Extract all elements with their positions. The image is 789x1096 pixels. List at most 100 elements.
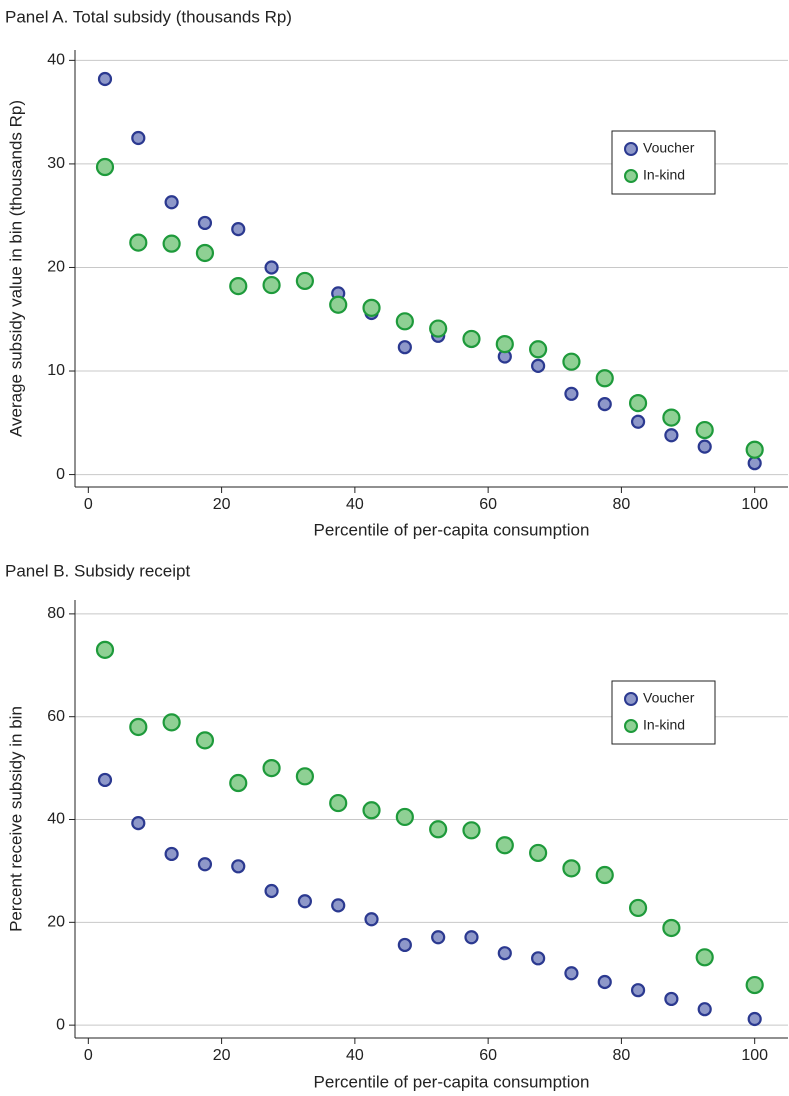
data-point [397,937,412,953]
data-point [628,394,648,413]
data-point [429,319,448,338]
data-point [195,731,215,750]
data-point [695,420,714,440]
data-point [129,233,148,252]
y-axis-label: Percent receive subsidy in bin [6,706,25,932]
data-point [329,793,348,813]
legend-box [611,130,716,195]
data-point [628,898,648,918]
data-point [197,215,213,231]
x-axis-label: Percentile of per-capita consumption [314,520,590,539]
data-point [231,859,246,874]
data-point [364,912,379,927]
data-point [295,271,314,291]
data-point [229,773,248,793]
legend-marker [624,169,638,183]
x-tick-label: 40 [346,1047,364,1064]
data-point [564,966,579,981]
data-point [697,1002,712,1017]
data-point [495,334,514,354]
x-tick-label: 60 [479,496,497,513]
y-tick-label: 10 [47,362,65,379]
y-tick-label: 30 [47,155,65,172]
data-point [745,975,764,995]
data-point [297,894,312,909]
data-point [397,340,412,355]
legend-box [611,680,716,745]
data-point [162,234,181,253]
x-tick-label: 100 [741,496,768,513]
data-point [331,898,346,913]
data-point [97,71,113,87]
data-point [95,640,115,659]
y-tick-label: 0 [56,466,65,483]
data-point [197,857,213,872]
data-point [664,991,679,1007]
data-point [662,408,681,427]
x-tick-label: 0 [84,496,93,513]
data-point [95,157,115,177]
data-point [229,277,248,296]
data-point [462,821,481,840]
data-point [231,222,246,237]
panel-title: Panel B. Subsidy receipt [5,561,190,580]
data-point [395,312,414,331]
data-point [362,298,381,317]
data-point [264,260,279,275]
y-tick-label: 20 [47,914,65,931]
y-tick-label: 60 [47,708,65,725]
data-point [531,951,546,966]
data-point [131,130,146,146]
data-point [497,946,512,961]
panel-title: Panel A. Total subsidy (thousands Rp) [5,7,292,26]
data-point [462,329,481,349]
legend-label: Voucher [643,140,695,156]
data-point [329,295,348,314]
legend-label: Voucher [643,690,695,706]
data-point [362,801,381,820]
data-point [431,930,446,945]
data-point [562,352,581,371]
data-point [564,386,579,401]
data-point [595,865,614,885]
data-point [597,974,612,990]
data-point [295,767,314,786]
data-point [747,456,762,471]
data-point [697,439,712,454]
data-point [129,717,148,737]
legend-marker [624,719,638,733]
data-point [695,948,714,967]
y-tick-label: 20 [47,259,65,276]
y-tick-label: 0 [56,1016,65,1033]
data-point [97,772,113,788]
legend: Voucher In-kind [611,680,716,745]
data-point [562,859,581,878]
data-point [529,340,548,359]
data-point [264,883,279,899]
legend-marker [624,142,638,156]
data-point [664,428,679,443]
panel: Panel A. Total subsidy (thousands Rp) 0 10… [5,7,788,539]
data-point [262,275,281,295]
data-point [164,195,179,210]
legend: Voucher In-kind [611,130,716,195]
x-tick-label: 0 [84,1047,93,1064]
data-point [630,983,646,998]
data-point [597,397,612,412]
panel: Panel B. Subsidy receipt 0 20 40 60 80 0 20 40 60… [5,561,788,1091]
x-axis-label: Percentile of per-capita consumption [314,1072,590,1091]
x-tick-label: 100 [741,1047,768,1064]
data-point [745,440,764,459]
data-point [131,816,146,831]
data-point [662,918,681,938]
y-tick-label: 80 [47,605,65,622]
data-point [529,843,548,863]
x-tick-label: 80 [613,496,631,513]
x-tick-label: 20 [213,1047,231,1064]
data-point [495,836,514,855]
legend-marker [624,692,638,706]
data-point [747,1011,762,1027]
data-point [164,846,179,862]
y-tick-label: 40 [47,52,65,69]
